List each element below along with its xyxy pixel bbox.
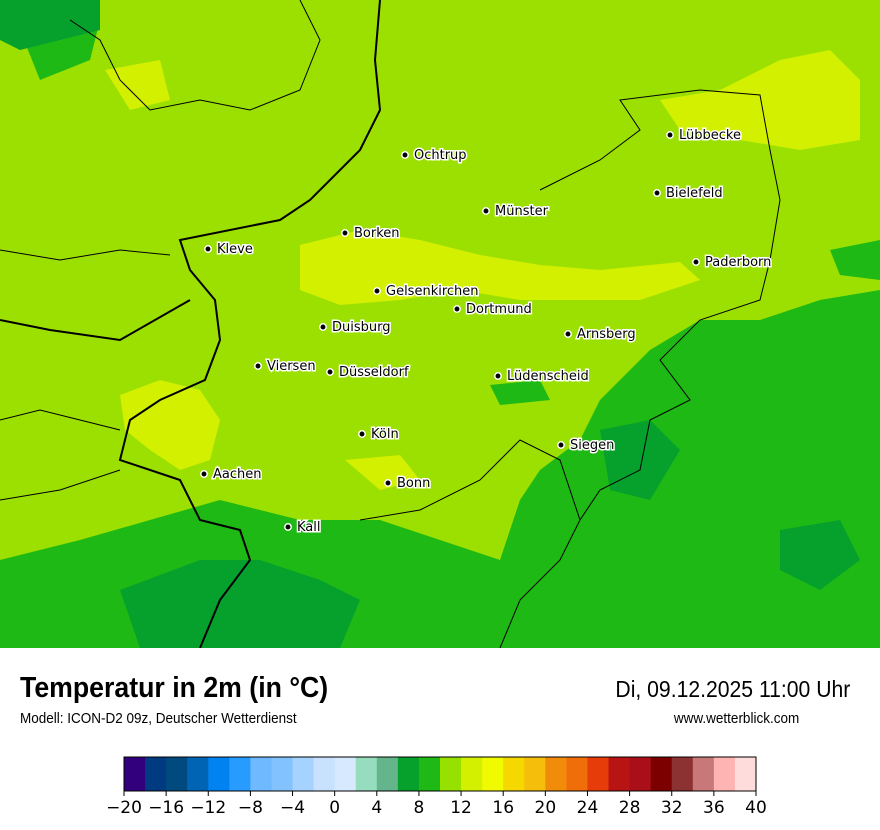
city-dot <box>204 245 212 253</box>
city-dot <box>453 305 461 313</box>
legend-swatch <box>271 757 294 791</box>
city-dot <box>284 523 292 531</box>
city-label: Borken <box>354 226 400 241</box>
city-dot <box>666 131 674 139</box>
legend-swatch <box>461 757 483 791</box>
legend-swatch <box>355 757 378 791</box>
legend-swatch <box>166 757 188 791</box>
legend-tick-label: 8 <box>414 798 425 818</box>
map-title: Temperatur in 2m (in °C) <box>20 672 329 704</box>
legend-tick-label: −12 <box>190 798 226 818</box>
legend-tick-label: 40 <box>745 798 767 818</box>
city-label: Köln <box>371 427 399 442</box>
city-label: Aachen <box>213 467 261 482</box>
city-dot <box>384 479 392 487</box>
legend-swatch <box>692 757 715 791</box>
legend-swatch <box>250 757 272 791</box>
city-dot <box>373 287 381 295</box>
city-dot <box>564 330 572 338</box>
website-link[interactable]: www.wetterblick.com <box>673 710 799 727</box>
legend-swatch <box>418 757 441 791</box>
city-label: Gelsenkirchen <box>386 284 479 299</box>
legend-swatch <box>524 757 546 791</box>
legend-swatch <box>503 757 525 791</box>
legend-tick-label: −4 <box>280 798 305 818</box>
legend-swatch <box>397 757 420 791</box>
city-label: Dortmund <box>466 302 532 317</box>
legend-swatch <box>440 757 462 791</box>
city-dot <box>494 372 502 380</box>
city-label: Münster <box>495 204 549 219</box>
city-dot <box>254 362 262 370</box>
city-dot <box>692 258 700 266</box>
city-label: Ochtrup <box>414 148 467 163</box>
city-label: Viersen <box>267 359 316 374</box>
legend-swatch <box>545 757 567 791</box>
forecast-datetime: Di, 09.12.2025 11:00 Uhr <box>615 676 850 702</box>
legend-tick-label: −16 <box>148 798 184 818</box>
city-label: Bielefeld <box>666 186 723 201</box>
city-label: Bonn <box>397 476 430 491</box>
legend-swatch <box>145 757 167 791</box>
legend-tick-label: 24 <box>577 798 599 818</box>
legend-tick-label: 28 <box>619 798 641 818</box>
legend-frame <box>123 756 757 792</box>
legend-swatch <box>650 757 673 791</box>
city-label: Paderborn <box>705 255 771 270</box>
city-label: Düsseldorf <box>339 365 409 380</box>
city-dot <box>482 207 490 215</box>
legend-swatch <box>313 757 336 791</box>
legend-swatch <box>124 757 146 791</box>
city-label: Kall <box>297 520 321 535</box>
city-dot <box>200 470 208 478</box>
legend-swatch <box>208 757 230 791</box>
legend-swatch <box>587 757 610 791</box>
legend-swatch <box>334 757 357 791</box>
legend-swatch <box>734 757 757 791</box>
legend-swatch <box>482 757 504 791</box>
legend-swatch <box>671 757 694 791</box>
city-label: Kleve <box>217 242 253 257</box>
coldest-areas <box>0 0 860 648</box>
city-label: Arnsberg <box>577 327 636 342</box>
legend-tick-label: −8 <box>238 798 263 818</box>
city-dot <box>341 229 349 237</box>
legend-swatch <box>292 757 315 791</box>
temperature-map: Lübbecke Ochtrup Bielefeld Münster Borken Kle… <box>0 0 880 648</box>
color-legend: −20 −16 −12 −8 −4 0 4 8 12 16 20 24 28 32 36 40 <box>106 756 767 818</box>
legend-swatch <box>566 757 588 791</box>
borders <box>0 0 781 648</box>
legend-swatch <box>713 757 736 791</box>
legend-tick-label: 32 <box>661 798 683 818</box>
legend-tick-label: 0 <box>329 798 340 818</box>
city-label: Lübbecke <box>679 128 741 143</box>
city-markers: Lübbecke Ochtrup Bielefeld Münster Borken Kle… <box>200 127 773 537</box>
legend-tick-label: 36 <box>703 798 725 818</box>
city-label: Siegen <box>570 438 614 453</box>
legend-swatch <box>629 757 652 791</box>
legend-swatch <box>376 757 399 791</box>
legend-tick-label: 4 <box>371 798 382 818</box>
city-dot <box>557 441 565 449</box>
city-label: Duisburg <box>332 320 391 335</box>
city-dot <box>358 430 366 438</box>
legend-tick-label: −20 <box>106 798 142 818</box>
city-dot <box>653 189 661 197</box>
legend-swatch <box>229 757 251 791</box>
city-label: Lüdenscheid <box>507 369 589 384</box>
legend-tick-label: 16 <box>492 798 514 818</box>
model-source: Modell: ICON-D2 09z, Deutscher Wetterdie… <box>20 710 297 727</box>
legend-tick-label: 12 <box>450 798 472 818</box>
city-dot <box>326 368 334 376</box>
warm-areas <box>105 50 860 490</box>
city-dot <box>401 151 409 159</box>
legend-tick-label: 20 <box>535 798 557 818</box>
city-dot <box>319 323 327 331</box>
legend-swatch <box>608 757 631 791</box>
legend-swatch <box>187 757 209 791</box>
